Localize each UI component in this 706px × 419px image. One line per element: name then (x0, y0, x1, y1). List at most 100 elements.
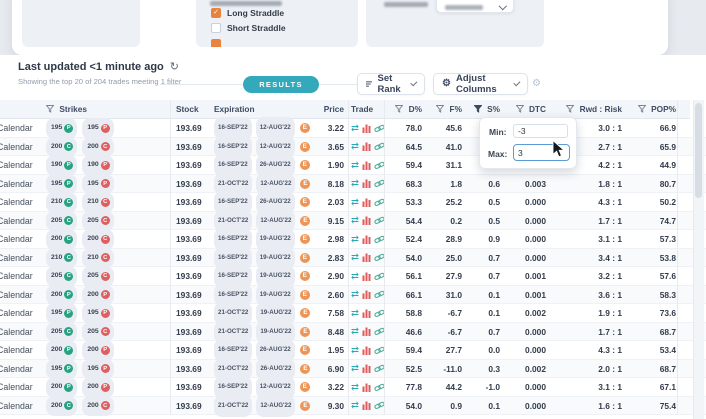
checkbox-unchecked[interactable] (211, 22, 221, 33)
link-icon[interactable] (374, 383, 385, 392)
table-row[interactable]: Calendar 205 C 205 C 193.69 16-SEP'22 19-A… (0, 265, 706, 288)
header-dtc[interactable]: DTC (502, 100, 546, 118)
table-row[interactable]: Calendar 200 P 200 P 193.69 16-SEP'22 19-A… (0, 283, 706, 306)
swap-trade-icon[interactable]: ⇄ (351, 400, 359, 411)
link-icon[interactable] (374, 401, 385, 410)
swap-trade-icon[interactable]: ⇄ (351, 215, 359, 226)
header-pop-pct[interactable]: POP% (628, 100, 676, 118)
filter-icon[interactable] (395, 105, 404, 113)
filter-icon[interactable] (566, 105, 575, 113)
refresh-icon[interactable]: ↻ (169, 61, 179, 73)
header-s-pct[interactable]: S% (464, 100, 500, 118)
strategy-checkbox-row[interactable]: Short Straddle (211, 22, 286, 33)
swap-trade-icon[interactable]: ⇄ (351, 326, 359, 337)
scrollbar-track[interactable] (693, 100, 704, 419)
table-row[interactable]: Calendar 200 C 200 C 193.69 16-SEP'22 19-A… (0, 228, 706, 251)
chart-icon[interactable] (362, 364, 371, 374)
table-row[interactable]: Calendar 195 P 195 P 193.69 16-SEP'22 12-A… (0, 117, 706, 140)
swap-trade-icon[interactable]: ⇄ (351, 381, 359, 393)
table-row[interactable]: Calendar 210 C 210 C 193.69 16-SEP'22 26-A… (0, 191, 706, 214)
table-row[interactable]: Calendar 190 P 190 P 193.69 16-SEP'22 26-A… (0, 154, 706, 177)
strategy-checkbox-row[interactable]: ✓ Long Straddle (211, 8, 286, 18)
swap-trade-icon[interactable]: ⇄ (351, 252, 359, 263)
table-row[interactable]: Calendar 200 C 200 C 193.69 21-OCT'22 12-A… (0, 394, 706, 417)
strike-pill: 205 C (46, 266, 78, 287)
link-icon[interactable] (374, 253, 385, 262)
filter-icon-active[interactable] (473, 105, 482, 113)
chart-icon[interactable] (362, 179, 371, 189)
header-rwd-risk[interactable]: Rwd : Risk (556, 100, 622, 118)
table-row[interactable]: Calendar 200 C 200 C 193.69 16-SEP'22 12-A… (0, 135, 706, 158)
link-icon[interactable] (374, 272, 385, 281)
swap-trade-icon[interactable]: ⇄ (351, 233, 359, 245)
chart-icon[interactable] (362, 253, 371, 263)
table-row[interactable]: Calendar 205 C 205 C 193.69 21-OCT'22 12-A… (0, 209, 706, 232)
swap-trade-icon[interactable]: ⇄ (351, 344, 359, 356)
near-expiration-pill: 19-AUG'22 (255, 246, 295, 269)
filter-icon[interactable] (46, 105, 54, 113)
chart-icon[interactable] (362, 272, 371, 281)
short-leg-badge: C (100, 401, 110, 411)
chart-icon[interactable] (362, 327, 371, 337)
filter-icon[interactable] (637, 105, 646, 113)
swap-trade-icon[interactable]: ⇄ (351, 159, 359, 171)
chart-icon[interactable] (362, 161, 371, 170)
swap-trade-icon[interactable]: ⇄ (351, 178, 359, 189)
chart-icon[interactable] (362, 235, 371, 244)
link-icon[interactable] (374, 179, 385, 188)
header-strikes[interactable]: Strikes (46, 100, 87, 118)
link-icon[interactable] (374, 124, 385, 133)
table-row[interactable]: Calendar 200 P 200 P 193.69 16-SEP'22 26-A… (0, 339, 706, 362)
link-icon[interactable] (374, 216, 385, 225)
set-rank-button[interactable]: Set Rank (357, 73, 425, 95)
filter-icon[interactable] (436, 105, 445, 113)
link-icon[interactable] (374, 161, 385, 170)
table-row[interactable]: Calendar 210 C 210 C 193.69 16-SEP'22 19-A… (0, 246, 706, 269)
link-icon[interactable] (374, 198, 385, 207)
link-icon[interactable] (374, 235, 385, 244)
strikes-cell: 210 C 210 C (46, 247, 174, 268)
chart-icon[interactable] (362, 401, 371, 411)
table-row[interactable]: Calendar 195 P 195 P 193.69 21-OCT'22 12-A… (0, 172, 706, 195)
min-input[interactable] (513, 124, 568, 138)
chart-icon[interactable] (362, 124, 371, 133)
trade-cell: ⇄ (351, 212, 389, 231)
checkbox-partial[interactable] (211, 39, 221, 47)
link-icon[interactable] (374, 309, 385, 318)
chart-icon[interactable] (362, 216, 371, 226)
swap-trade-icon[interactable]: ⇄ (351, 289, 359, 300)
swap-trade-icon[interactable]: ⇄ (351, 307, 359, 319)
link-icon[interactable] (374, 290, 385, 299)
checkbox-checked[interactable]: ✓ (211, 8, 221, 18)
link-icon[interactable] (374, 346, 385, 355)
link-icon[interactable] (374, 327, 385, 336)
swap-trade-icon[interactable]: ⇄ (351, 141, 359, 152)
table-row[interactable]: Calendar 195 P 195 P 193.69 21-OCT'22 19-A… (0, 302, 706, 325)
chart-icon[interactable] (362, 309, 371, 318)
filter-icon[interactable] (515, 105, 524, 113)
swap-trade-icon[interactable]: ⇄ (351, 196, 359, 208)
scrollbar-thumb[interactable] (695, 103, 702, 198)
results-tab-button[interactable]: RESULTS (243, 76, 319, 93)
chart-icon[interactable] (362, 383, 371, 392)
strategy-details-dropdown[interactable] (436, 0, 514, 13)
swap-trade-icon[interactable]: ⇄ (351, 363, 359, 374)
stock-cell: 193.69 (176, 382, 202, 392)
header-d-pct[interactable]: D% (386, 100, 422, 118)
long-leg-badge: P (64, 382, 74, 392)
link-icon[interactable] (374, 142, 385, 151)
header-f-pct[interactable]: F% (426, 100, 462, 118)
chart-icon[interactable] (362, 346, 371, 355)
adjust-columns-button[interactable]: ⚙ Adjust Columns (433, 73, 528, 95)
settings-gear-icon[interactable]: ⚙ (532, 78, 541, 89)
swap-trade-icon[interactable]: ⇄ (351, 122, 359, 134)
table-row[interactable]: Calendar 195 P 195 P 193.69 21-OCT'22 26-A… (0, 357, 706, 380)
table-row[interactable]: Calendar 200 P 200 P 193.69 16-SEP'22 12-A… (0, 376, 706, 399)
table-row[interactable]: Calendar 205 C 205 C 193.69 21-OCT'22 19-A… (0, 320, 706, 343)
swap-trade-icon[interactable]: ⇄ (351, 270, 359, 282)
link-icon[interactable] (374, 364, 385, 373)
chart-icon[interactable] (362, 142, 371, 152)
chart-icon[interactable] (362, 198, 371, 207)
trade-cell: ⇄ (351, 267, 389, 286)
chart-icon[interactable] (362, 290, 371, 300)
